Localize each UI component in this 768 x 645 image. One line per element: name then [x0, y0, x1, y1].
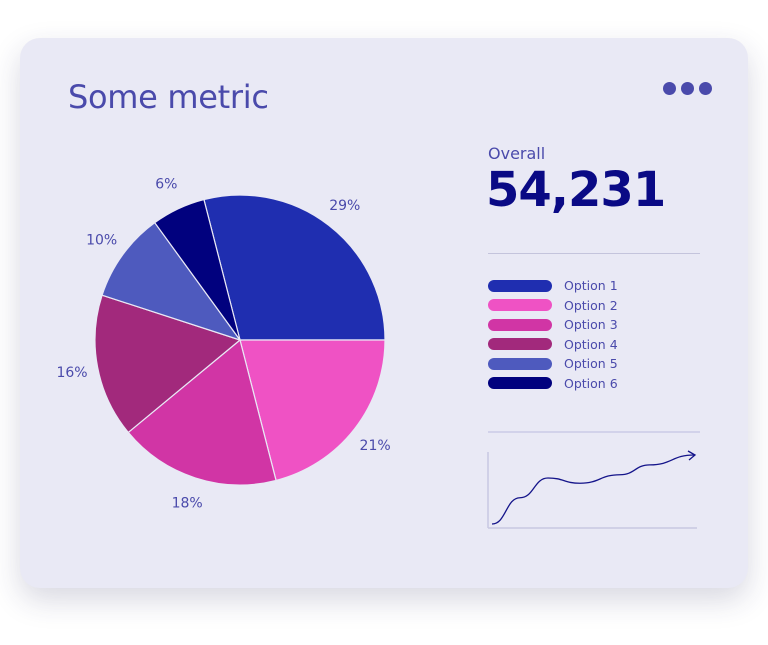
legend-label: Option 2 [564, 297, 618, 313]
legend: Option 1 Option 2 Option 3 Option 4 Option 5… [488, 276, 618, 393]
pie-label: 16% [56, 365, 87, 381]
pie-slice-5 [101, 221, 242, 342]
pie-label: 6% [155, 176, 177, 192]
overall-label: Overall [488, 144, 546, 163]
legend-swatch [488, 377, 552, 390]
arrow-icon [687, 450, 697, 461]
legend-item: Option 4 [488, 335, 618, 355]
legend-item: Option 6 [488, 374, 618, 394]
legend-swatch [488, 338, 552, 351]
card-title: Some metric [68, 78, 269, 116]
pie-slice-3 [127, 338, 277, 486]
pie-slice-1 [203, 194, 386, 341]
pie-label: 29% [329, 198, 360, 214]
pie-label: 10% [86, 232, 117, 248]
legend-swatch [488, 357, 552, 370]
legend-item: Option 2 [488, 296, 618, 316]
divider [488, 253, 700, 254]
legend-swatch [488, 279, 552, 292]
pie-slice-2 [239, 339, 386, 482]
legend-item: Option 5 [488, 354, 618, 374]
legend-label: Option 4 [564, 336, 618, 352]
pie-label: 18% [172, 496, 203, 512]
legend-swatch [488, 299, 552, 312]
pie-label: 21% [360, 438, 391, 454]
divider [488, 431, 700, 433]
overall-value: 54,231 [486, 162, 666, 218]
trend-line [491, 454, 695, 525]
legend-label: Option 5 [564, 356, 618, 372]
more-horizontal-icon[interactable] [663, 82, 712, 95]
pie-slice-6 [153, 198, 241, 341]
legend-label: Option 3 [564, 317, 618, 333]
legend-label: Option 1 [564, 278, 618, 294]
legend-item: Option 3 [488, 315, 618, 335]
legend-label: Option 6 [564, 375, 618, 391]
legend-swatch [488, 318, 552, 331]
pie-slice-4 [94, 294, 242, 434]
legend-item: Option 1 [488, 276, 618, 296]
